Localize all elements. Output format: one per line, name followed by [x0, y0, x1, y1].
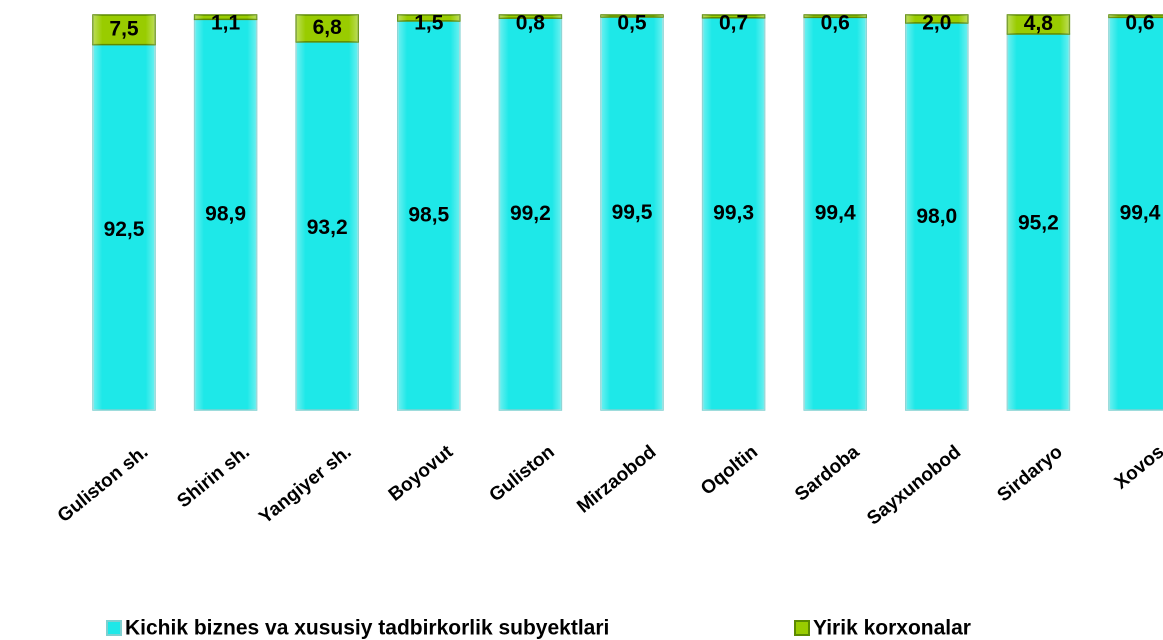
bar-shade [702, 15, 765, 18]
data-label: 0,5 [617, 12, 647, 35]
bar-shade [1007, 33, 1070, 411]
data-label: 93,2 [307, 216, 348, 239]
bar-shade [905, 15, 968, 23]
data-label: 6,8 [313, 16, 343, 39]
data-label: 1,1 [211, 12, 241, 35]
bar-shade [804, 15, 867, 18]
bar-shade [804, 17, 867, 411]
x-tick-label: Boyovut [385, 441, 458, 506]
bar-shade [1109, 17, 1163, 411]
legend-swatch [794, 620, 810, 636]
data-label: 7,5 [109, 17, 139, 40]
bar-shade [905, 22, 968, 411]
bar-shade [194, 15, 257, 20]
bar-shade [194, 19, 257, 410]
data-label: 0,8 [516, 12, 546, 35]
data-label: 0,7 [719, 12, 748, 35]
data-label: 98,5 [408, 204, 449, 227]
data-label: 98,0 [916, 205, 957, 228]
bar-shade [296, 41, 359, 411]
bar-shade [1007, 15, 1070, 34]
data-label: 92,5 [104, 218, 145, 241]
x-tick-label: Shirin sh. [173, 441, 253, 512]
bar-shade [296, 15, 359, 42]
data-label: 0,6 [1125, 12, 1154, 35]
data-label: 99,3 [713, 202, 754, 225]
data-label: 98,9 [205, 203, 246, 226]
bar-shade [93, 15, 155, 45]
data-label: 4,8 [1024, 12, 1054, 35]
data-label: 99,4 [815, 201, 856, 224]
data-label: 95,2 [1018, 211, 1059, 234]
bar-shade [702, 17, 765, 410]
data-label: 99,5 [612, 201, 653, 224]
x-tick-label: Yangiyer sh. [255, 441, 355, 528]
data-label: 99,2 [510, 202, 551, 225]
bar-shade [397, 15, 460, 21]
x-tick-label: Sardoba [791, 441, 864, 505]
bar-shade [499, 18, 562, 410]
x-tick-label: Xovos [1111, 441, 1163, 493]
data-label: 2,0 [922, 12, 951, 35]
legend-label: Yirik korxonalar [813, 617, 971, 640]
x-tick-label: Guliston sh. [54, 441, 153, 526]
legend-swatch [106, 620, 122, 636]
bar-shade [93, 44, 155, 410]
x-tick-label: Oqoltin [697, 441, 762, 499]
bar-shade [601, 15, 663, 17]
x-tick-label: Mirzaobod [573, 441, 660, 517]
x-tick-label: Sayxunobod [863, 441, 965, 529]
bar-shade [1109, 15, 1163, 18]
bar-shade [397, 20, 460, 411]
bar-shade [601, 16, 663, 410]
x-tick-label: Sirdaryo [994, 441, 1067, 506]
data-label: 99,4 [1120, 201, 1161, 224]
legend-label: Kichik biznes va xususiy tadbirkorlik su… [125, 617, 609, 640]
data-label: 0,6 [821, 12, 850, 35]
bar-shade [499, 15, 562, 19]
data-label: 1,5 [414, 12, 444, 35]
x-tick-label: Guliston [486, 441, 559, 506]
